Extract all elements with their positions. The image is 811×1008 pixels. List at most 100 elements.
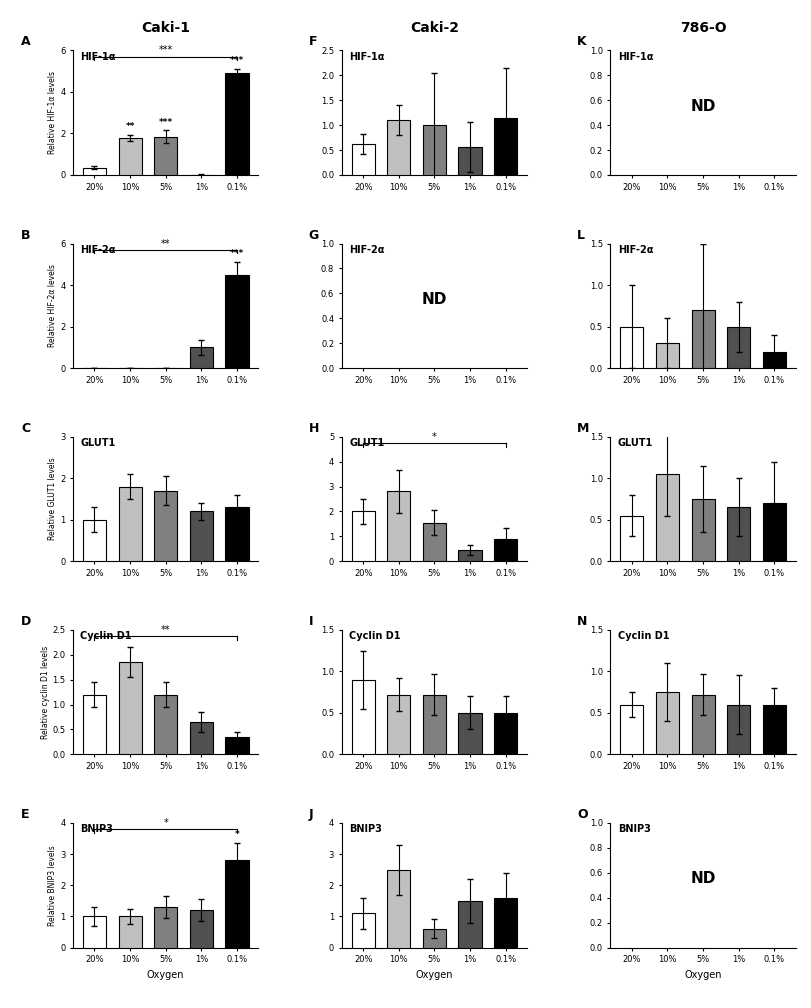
Text: ND: ND (689, 872, 715, 886)
Text: **: ** (161, 239, 170, 249)
Bar (691, 695, 714, 754)
Text: A: A (21, 35, 31, 48)
X-axis label: Oxygen: Oxygen (147, 970, 184, 980)
Bar (494, 118, 517, 175)
Text: K: K (577, 35, 586, 48)
Text: B: B (21, 229, 31, 242)
Bar (727, 327, 749, 368)
Y-axis label: Relative GLUT1 levels: Relative GLUT1 levels (48, 458, 58, 540)
Text: BNIP3: BNIP3 (617, 825, 650, 835)
Y-axis label: Relative cyclin D1 levels: Relative cyclin D1 levels (41, 645, 49, 739)
Y-axis label: Relative HIF-2α levels: Relative HIF-2α levels (48, 264, 58, 348)
Text: C: C (21, 421, 30, 434)
Bar (190, 722, 212, 754)
Text: BNIP3: BNIP3 (80, 825, 114, 835)
Text: HIF-1α: HIF-1α (349, 51, 384, 61)
Text: F: F (308, 35, 316, 48)
Bar (351, 511, 374, 561)
Text: L: L (577, 229, 585, 242)
Text: GLUT1: GLUT1 (80, 437, 116, 448)
Bar (762, 705, 785, 754)
Bar (458, 146, 481, 175)
Bar (154, 695, 177, 754)
Bar (154, 491, 177, 561)
Bar (190, 348, 212, 368)
Bar (458, 713, 481, 754)
Text: HIF-1α: HIF-1α (617, 51, 653, 61)
Bar (83, 916, 106, 948)
Y-axis label: Relative HIF-1α levels: Relative HIF-1α levels (48, 72, 58, 154)
Text: G: G (308, 229, 318, 242)
X-axis label: Oxygen: Oxygen (684, 970, 721, 980)
Text: Cyclin D1: Cyclin D1 (349, 631, 400, 641)
Text: E: E (21, 808, 30, 821)
Text: **: ** (125, 122, 135, 131)
Bar (387, 695, 410, 754)
Bar (494, 898, 517, 948)
Bar (762, 352, 785, 368)
Text: M: M (577, 421, 589, 434)
Bar (225, 74, 248, 175)
Bar (190, 910, 212, 948)
Text: Cyclin D1: Cyclin D1 (80, 631, 132, 641)
Bar (351, 679, 374, 754)
Y-axis label: Relative BNIP3 levels: Relative BNIP3 levels (48, 845, 58, 925)
Bar (727, 507, 749, 561)
Text: 786-O: 786-O (679, 21, 726, 35)
Text: Caki-2: Caki-2 (410, 21, 458, 35)
Text: Caki-1: Caki-1 (141, 21, 190, 35)
Bar (154, 136, 177, 175)
Bar (190, 511, 212, 561)
Bar (423, 522, 445, 561)
Text: O: O (577, 808, 587, 821)
Text: J: J (308, 808, 313, 821)
Bar (118, 916, 141, 948)
Bar (655, 343, 678, 368)
Bar (225, 737, 248, 754)
Bar (655, 474, 678, 561)
Text: H: H (308, 421, 319, 434)
Text: Cyclin D1: Cyclin D1 (617, 631, 668, 641)
Text: HIF-2α: HIF-2α (80, 245, 116, 255)
Bar (691, 310, 714, 368)
Bar (225, 274, 248, 368)
Text: **: ** (161, 625, 170, 635)
Text: D: D (21, 615, 32, 628)
Text: BNIP3: BNIP3 (349, 825, 382, 835)
Bar (727, 705, 749, 754)
Text: ND: ND (689, 99, 715, 114)
Text: GLUT1: GLUT1 (617, 437, 652, 448)
Bar (423, 695, 445, 754)
Text: I: I (308, 615, 312, 628)
Bar (118, 487, 141, 561)
Bar (458, 901, 481, 948)
Bar (225, 860, 248, 948)
Text: HIF-2α: HIF-2α (617, 245, 653, 255)
Bar (423, 125, 445, 175)
Bar (691, 499, 714, 561)
Bar (620, 515, 642, 561)
Bar (655, 692, 678, 754)
Text: ***: *** (230, 56, 244, 66)
Bar (83, 520, 106, 561)
Text: *: * (431, 431, 436, 442)
Bar (458, 550, 481, 561)
Text: ***: *** (158, 45, 173, 55)
Bar (620, 327, 642, 368)
Bar (494, 713, 517, 754)
Bar (387, 870, 410, 948)
Text: ***: *** (230, 250, 244, 258)
Text: HIF-2α: HIF-2α (349, 245, 384, 255)
Bar (387, 120, 410, 175)
Text: ND: ND (421, 292, 447, 307)
Bar (620, 705, 642, 754)
Bar (387, 492, 410, 561)
Bar (83, 167, 106, 175)
X-axis label: Oxygen: Oxygen (415, 970, 453, 980)
Bar (351, 144, 374, 175)
Bar (225, 507, 248, 561)
Bar (118, 138, 141, 175)
Bar (762, 503, 785, 561)
Text: ***: *** (158, 118, 173, 127)
Text: GLUT1: GLUT1 (349, 437, 384, 448)
